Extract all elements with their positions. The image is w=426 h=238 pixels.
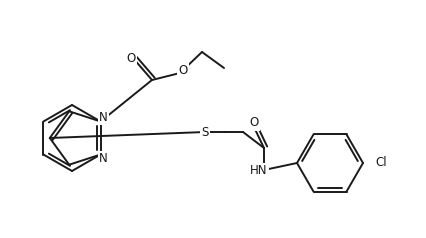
Text: N: N	[99, 111, 108, 124]
Text: N: N	[99, 152, 108, 165]
Text: O: O	[249, 116, 259, 129]
Text: O: O	[178, 64, 187, 76]
Text: O: O	[127, 53, 135, 65]
Text: S: S	[201, 125, 209, 139]
Text: HN: HN	[250, 164, 268, 178]
Text: Cl: Cl	[375, 157, 387, 169]
